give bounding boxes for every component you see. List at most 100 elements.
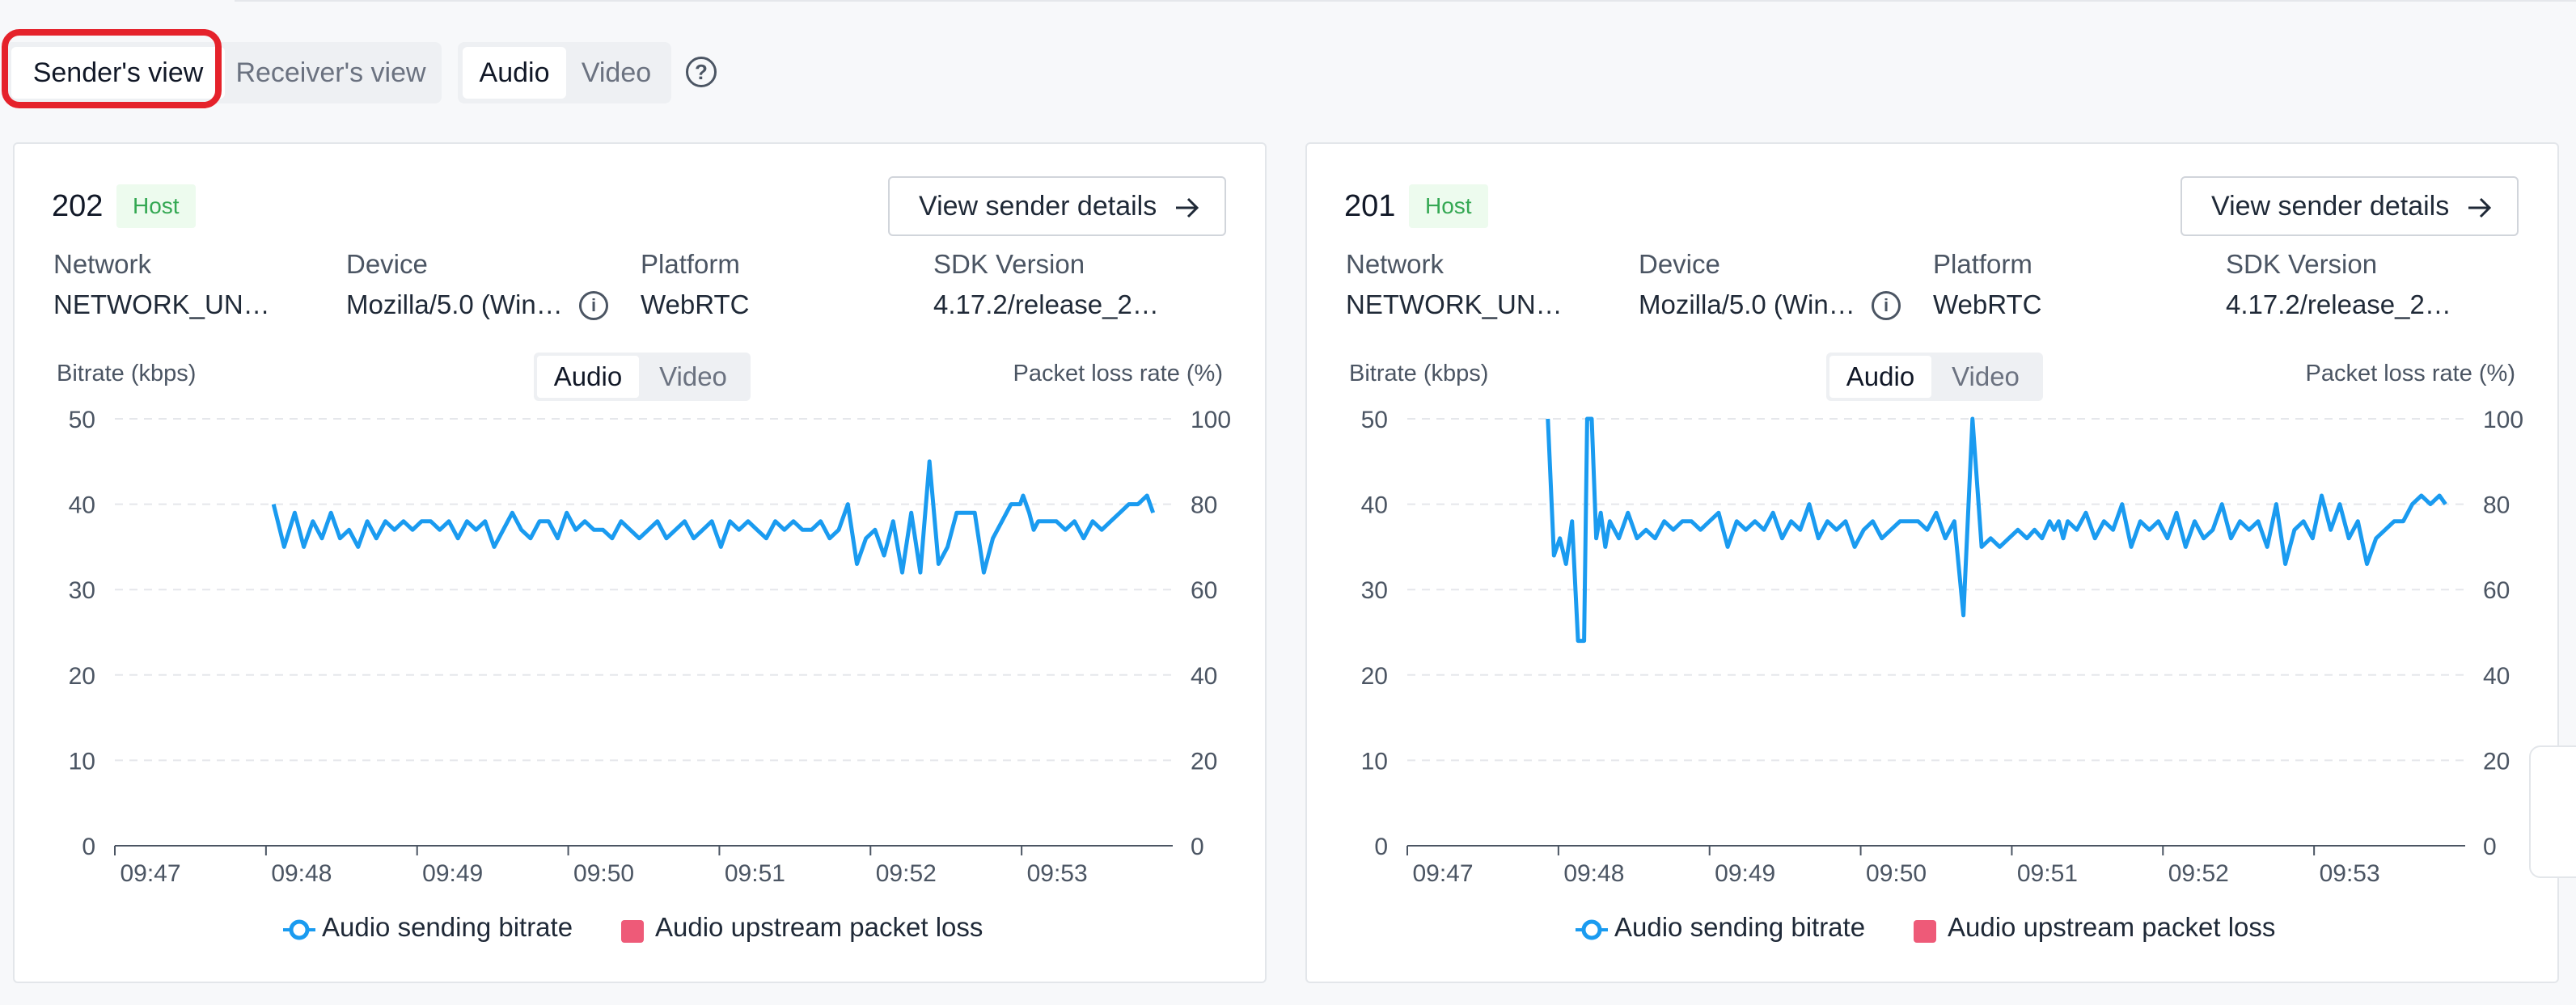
chart-tab-video[interactable]: Video xyxy=(659,361,727,391)
y-tick-label-left: 0 xyxy=(82,834,95,860)
left-axis-title: Bitrate (kbps) xyxy=(57,361,197,386)
chart-media-toggle: Audio Video xyxy=(1826,353,2043,401)
sdk-version-value: 4.17.2/release_2… xyxy=(2226,289,2451,319)
device-label: Device xyxy=(1639,249,1720,279)
info-icon[interactable]: i xyxy=(1872,291,1901,320)
tab-senders-view[interactable]: Sender's view xyxy=(11,47,225,99)
y-tick-label-left: 20 xyxy=(1361,663,1388,690)
x-tick-label: 09:48 xyxy=(1563,860,1624,887)
sender-card: 202 Host View sender details Network Dev… xyxy=(13,142,1267,983)
y-tick-label-right: 80 xyxy=(1191,492,1217,519)
x-tick-label: 09:52 xyxy=(876,860,937,887)
series-line-audio-sending-bitrate xyxy=(271,459,1156,575)
legend-loss-label[interactable]: Audio upstream packet loss xyxy=(655,912,983,942)
view-sender-details-button[interactable]: View sender details xyxy=(2181,176,2519,236)
y-tick-label-right: 40 xyxy=(1191,663,1217,690)
y-tick-label-left: 0 xyxy=(1374,834,1388,860)
legend-loss-label[interactable]: Audio upstream packet loss xyxy=(1948,912,2276,942)
y-tick-label-left: 50 xyxy=(1361,407,1388,433)
tab-audio[interactable]: Audio xyxy=(463,47,566,99)
platform-value: WebRTC xyxy=(641,289,750,319)
y-tick-label-left: 30 xyxy=(1361,577,1388,604)
sdk-version-label: SDK Version xyxy=(933,249,1085,279)
network-value: NETWORK_UN… xyxy=(53,289,270,319)
y-tick-label-right: 80 xyxy=(2483,492,2510,519)
network-label: Network xyxy=(53,249,152,279)
y-tick-label-left: 40 xyxy=(1361,492,1388,519)
y-tick-label-right: 20 xyxy=(1191,748,1217,775)
x-tick-label: 09:47 xyxy=(1412,860,1473,887)
network-label: Network xyxy=(1346,249,1445,279)
y-tick-label-right: 40 xyxy=(2483,663,2510,690)
view-sender-details-button[interactable]: View sender details xyxy=(888,176,1226,236)
x-tick-label: 09:49 xyxy=(1715,860,1775,887)
y-tick-label-right: 0 xyxy=(1191,834,1204,860)
y-tick-label-left: 40 xyxy=(69,492,95,519)
series-line-audio-sending-bitrate xyxy=(1546,416,2447,644)
platform-label: Platform xyxy=(641,249,740,279)
chart-tab-video[interactable]: Video xyxy=(1952,361,2020,391)
x-tick-label: 09:47 xyxy=(120,860,180,887)
question-circle-icon[interactable]: ? xyxy=(686,57,717,87)
device-value: Mozilla/5.0 (Win… xyxy=(1639,289,1855,319)
user-id: 201 xyxy=(1344,189,1396,223)
arrow-right-icon xyxy=(1176,197,1199,218)
arrow-right-icon xyxy=(2468,197,2492,218)
left-axis-title: Bitrate (kbps) xyxy=(1349,361,1489,386)
device-label: Device xyxy=(346,249,428,279)
y-tick-label-left: 30 xyxy=(69,577,95,604)
x-tick-label: 09:51 xyxy=(725,860,785,887)
bitrate-chart: 0 0 10 20 20 40 30 60 40 80 50 100 09:47 09:48 09:49 09… xyxy=(69,407,1231,887)
platform-value: WebRTC xyxy=(1933,289,2042,319)
tab-receivers-view[interactable]: Receiver's view xyxy=(235,57,426,88)
loss-legend-icon xyxy=(1914,920,1936,943)
y-tick-label-right: 100 xyxy=(2483,407,2523,433)
details-button-label: View sender details xyxy=(2211,191,2450,222)
loss-legend-icon xyxy=(621,920,644,943)
x-tick-label: 09:51 xyxy=(2017,860,2078,887)
sdk-version-label: SDK Version xyxy=(2226,249,2378,279)
y-tick-label-left: 50 xyxy=(69,407,95,433)
view-toggle: Sender's view Receiver's view xyxy=(5,42,442,103)
chart-tab-audio[interactable]: Audio xyxy=(1829,356,1931,398)
y-tick-label-left: 10 xyxy=(1361,748,1388,775)
y-tick-label-right: 60 xyxy=(2483,577,2510,604)
legend-bitrate-label[interactable]: Audio sending bitrate xyxy=(322,912,573,942)
x-tick-label: 09:53 xyxy=(2320,860,2380,887)
y-tick-label-right: 60 xyxy=(1191,577,1217,604)
media-toggle: Audio Video xyxy=(458,42,671,103)
platform-label: Platform xyxy=(1933,249,2032,279)
sender-card: 201 Host View sender details Network Dev… xyxy=(1305,142,2559,983)
role-badge: Host xyxy=(1409,184,1488,228)
chart-tab-audio[interactable]: Audio xyxy=(537,356,639,398)
y-tick-label-right: 100 xyxy=(1191,407,1231,433)
device-value: Mozilla/5.0 (Win… xyxy=(346,289,563,319)
role-badge: Host xyxy=(116,184,196,228)
network-value: NETWORK_UN… xyxy=(1346,289,1563,319)
legend-bitrate-label[interactable]: Audio sending bitrate xyxy=(1614,912,1866,942)
x-tick-label: 09:52 xyxy=(2168,860,2229,887)
user-id: 202 xyxy=(52,189,104,223)
floating-side-widget[interactable] xyxy=(2529,745,2576,878)
y-tick-label-left: 20 xyxy=(69,663,95,690)
x-tick-label: 09:48 xyxy=(271,860,332,887)
chart-legend: Audio sending bitrate Audio upstream pac… xyxy=(1576,912,2279,952)
info-icon[interactable]: i xyxy=(579,291,608,320)
line-legend-icon xyxy=(1576,919,1608,940)
x-tick-label: 09:53 xyxy=(1027,860,1088,887)
tab-video[interactable]: Video xyxy=(581,57,652,88)
chart-legend: Audio sending bitrate Audio upstream pac… xyxy=(283,912,987,952)
line-legend-icon xyxy=(283,919,315,940)
top-divider xyxy=(235,0,2576,2)
bitrate-chart: 0 0 10 20 20 40 30 60 40 80 50 100 09:47 09:48 09:49 09… xyxy=(1361,407,2523,887)
chart-media-toggle: Audio Video xyxy=(534,353,751,401)
y-tick-label-right: 0 xyxy=(2483,834,2497,860)
y-tick-label-right: 20 xyxy=(2483,748,2510,775)
y-tick-label-left: 10 xyxy=(69,748,95,775)
x-tick-label: 09:49 xyxy=(422,860,483,887)
right-axis-title: Packet loss rate (%) xyxy=(1013,361,1223,386)
details-button-label: View sender details xyxy=(919,191,1157,222)
sdk-version-value: 4.17.2/release_2… xyxy=(933,289,1159,319)
x-tick-label: 09:50 xyxy=(1866,860,1927,887)
x-tick-label: 09:50 xyxy=(573,860,634,887)
